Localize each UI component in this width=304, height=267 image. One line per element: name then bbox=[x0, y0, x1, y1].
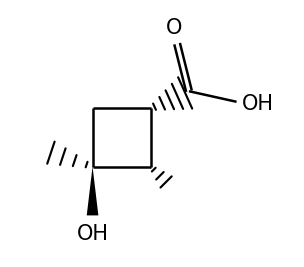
Polygon shape bbox=[87, 167, 98, 215]
Text: OH: OH bbox=[242, 95, 274, 115]
Text: OH: OH bbox=[77, 224, 109, 244]
Text: O: O bbox=[166, 18, 182, 38]
